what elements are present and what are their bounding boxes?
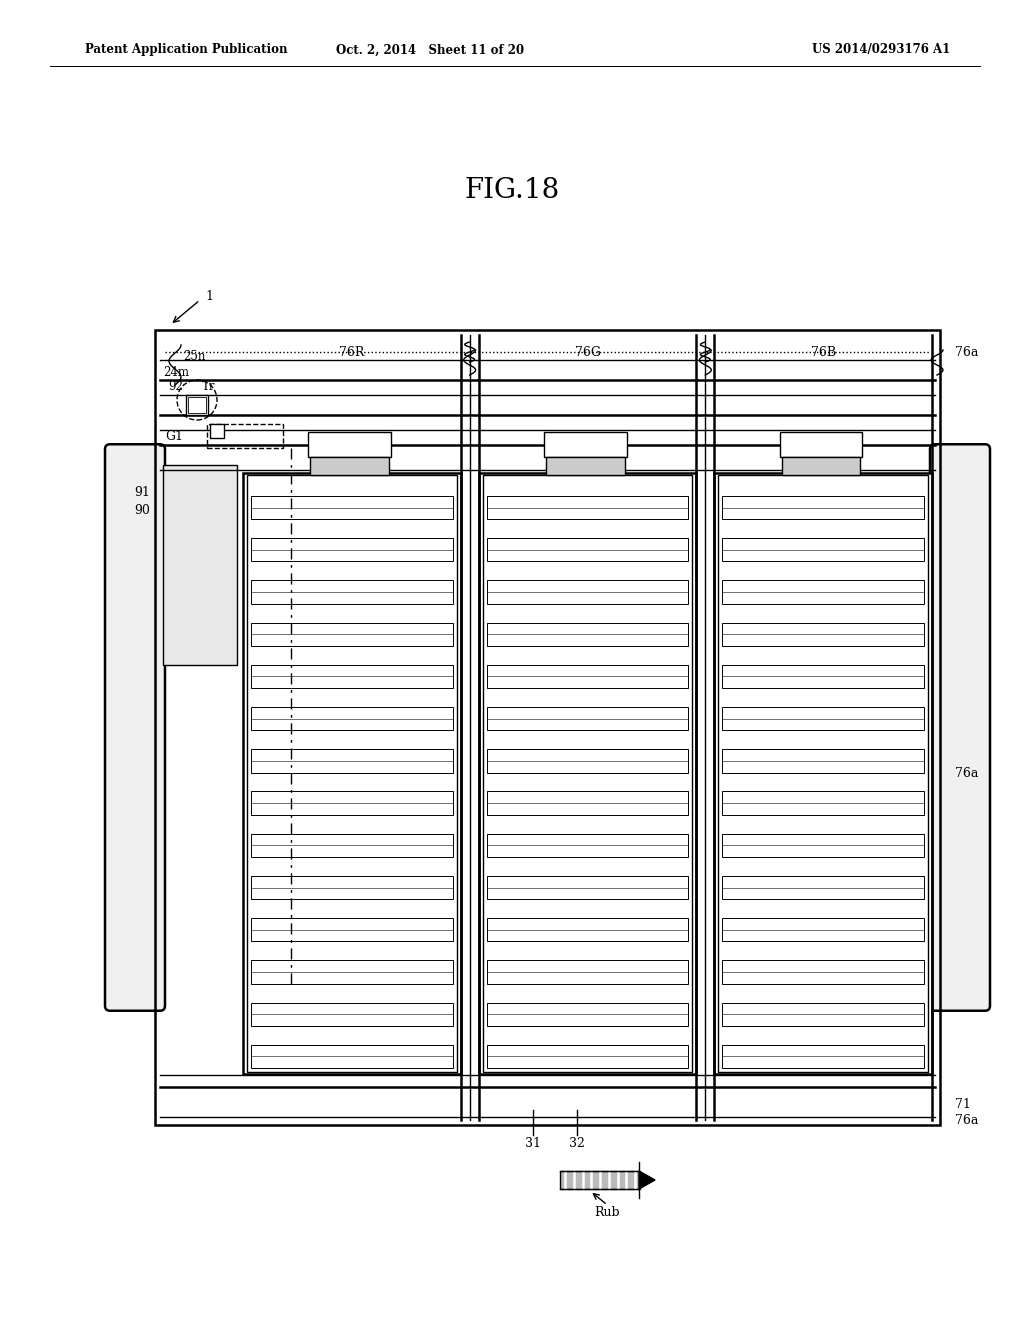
FancyBboxPatch shape bbox=[930, 445, 990, 1011]
Bar bbox=[486, 834, 688, 857]
Bar bbox=[486, 623, 688, 645]
Bar bbox=[722, 496, 924, 519]
Text: 76a: 76a bbox=[955, 346, 978, 359]
Text: 92: 92 bbox=[168, 380, 183, 393]
Text: 32: 32 bbox=[568, 1137, 585, 1150]
Bar bbox=[722, 834, 924, 857]
Bar bbox=[247, 475, 457, 1072]
Bar bbox=[486, 665, 688, 688]
Text: 91: 91 bbox=[134, 487, 150, 499]
Text: 31: 31 bbox=[525, 1137, 541, 1150]
Bar bbox=[251, 876, 453, 899]
Bar bbox=[251, 581, 453, 603]
Bar bbox=[486, 919, 688, 941]
Bar bbox=[486, 708, 688, 730]
Bar bbox=[718, 475, 928, 1072]
Bar bbox=[722, 876, 924, 899]
Text: 71: 71 bbox=[955, 1098, 971, 1111]
Bar bbox=[486, 876, 688, 899]
Bar bbox=[310, 457, 389, 475]
Bar bbox=[722, 1003, 924, 1026]
Bar bbox=[486, 539, 688, 561]
Bar bbox=[546, 457, 625, 475]
Bar bbox=[486, 750, 688, 772]
Bar bbox=[544, 432, 627, 457]
Bar bbox=[482, 475, 692, 1072]
Text: 1: 1 bbox=[205, 290, 213, 304]
Bar bbox=[722, 1045, 924, 1068]
Bar bbox=[251, 539, 453, 561]
Bar bbox=[722, 919, 924, 941]
Text: 90: 90 bbox=[134, 504, 150, 517]
Bar bbox=[781, 457, 860, 475]
Bar bbox=[186, 395, 208, 414]
Bar bbox=[155, 330, 940, 1125]
Bar bbox=[207, 424, 283, 447]
Text: 25n: 25n bbox=[183, 351, 206, 363]
Bar bbox=[251, 961, 453, 983]
Bar bbox=[486, 792, 688, 814]
Text: Tr: Tr bbox=[202, 380, 215, 393]
Bar bbox=[210, 424, 224, 438]
Bar bbox=[560, 1171, 640, 1189]
Bar bbox=[722, 539, 924, 561]
Text: 24m: 24m bbox=[163, 366, 189, 379]
Text: Patent Application Publication: Patent Application Publication bbox=[85, 44, 288, 57]
Bar bbox=[251, 750, 453, 772]
FancyArrow shape bbox=[639, 1171, 655, 1189]
Text: G2: G2 bbox=[299, 968, 316, 981]
Text: US 2014/0293176 A1: US 2014/0293176 A1 bbox=[812, 44, 950, 57]
Bar bbox=[251, 665, 453, 688]
Text: G1: G1 bbox=[165, 430, 183, 444]
Bar bbox=[251, 792, 453, 814]
Bar bbox=[779, 432, 862, 457]
Bar bbox=[722, 792, 924, 814]
Bar bbox=[243, 473, 461, 1074]
Bar bbox=[251, 496, 453, 519]
Bar bbox=[722, 708, 924, 730]
Bar bbox=[722, 665, 924, 688]
Bar bbox=[722, 623, 924, 645]
Bar bbox=[251, 1045, 453, 1068]
Bar bbox=[308, 432, 391, 457]
Text: 76a: 76a bbox=[955, 767, 978, 780]
Bar bbox=[251, 708, 453, 730]
Bar bbox=[163, 465, 237, 665]
Bar bbox=[722, 581, 924, 603]
Text: Rub: Rub bbox=[595, 1205, 621, 1218]
Bar bbox=[251, 1003, 453, 1026]
Bar bbox=[478, 473, 696, 1074]
Bar bbox=[486, 496, 688, 519]
Text: 76R: 76R bbox=[339, 346, 365, 359]
Text: Oct. 2, 2014   Sheet 11 of 20: Oct. 2, 2014 Sheet 11 of 20 bbox=[336, 44, 524, 57]
Text: 76B: 76B bbox=[811, 346, 836, 359]
Bar bbox=[251, 623, 453, 645]
Bar bbox=[486, 1003, 688, 1026]
Bar bbox=[486, 1045, 688, 1068]
Bar bbox=[188, 397, 206, 413]
FancyBboxPatch shape bbox=[105, 445, 165, 1011]
Bar bbox=[251, 834, 453, 857]
Text: 76a: 76a bbox=[955, 1114, 978, 1126]
Bar bbox=[715, 473, 932, 1074]
Bar bbox=[722, 750, 924, 772]
Bar bbox=[722, 961, 924, 983]
Text: 76G: 76G bbox=[574, 346, 600, 359]
Text: FIG.18: FIG.18 bbox=[464, 177, 560, 203]
Bar bbox=[486, 961, 688, 983]
Bar bbox=[251, 919, 453, 941]
Bar bbox=[486, 581, 688, 603]
